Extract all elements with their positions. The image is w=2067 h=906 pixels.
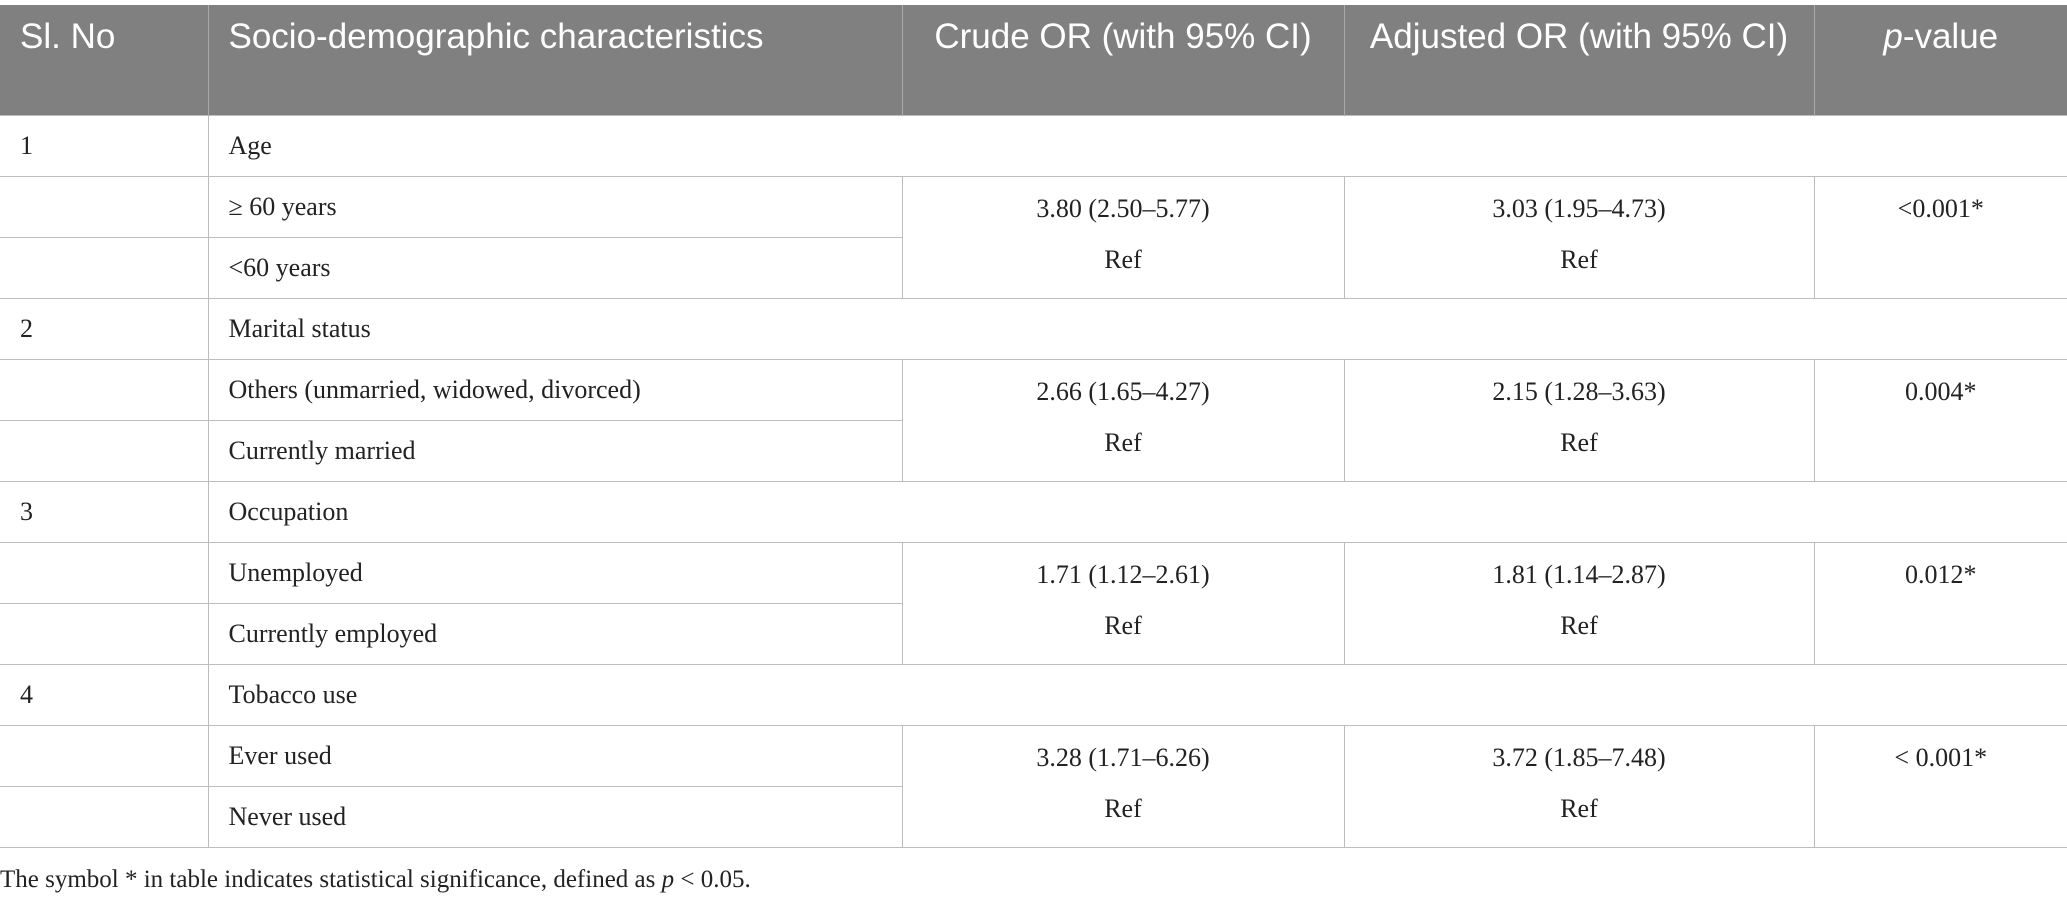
table-row: <60 years — [0, 236, 2067, 299]
header-p-value: p-value — [1813, 5, 2067, 115]
group-row: 4 Tobacco use — [0, 663, 2067, 726]
group-name: Age — [207, 114, 2067, 177]
empty-cell — [0, 541, 209, 604]
row-label: <60 years — [207, 236, 902, 299]
p-value-cell: 0.012* — [1813, 541, 2067, 665]
header-p-rest: -value — [1902, 17, 1999, 56]
adjusted-or-value: 2.15 (1.28–3.63) — [1492, 376, 1666, 406]
group-name: Tobacco use — [207, 663, 2067, 726]
crude-or-cell: 3.28 (1.71–6.26) Ref — [901, 724, 1345, 848]
crude-or-ref: Ref — [1104, 610, 1142, 640]
crude-or-cell: 1.71 (1.12–2.61) Ref — [901, 541, 1345, 665]
table-row: Others (unmarried, widowed, divorced) 2.… — [0, 358, 2067, 482]
crude-or-value: 3.28 (1.71–6.26) — [1036, 742, 1210, 772]
row-label: Others (unmarried, widowed, divorced) — [207, 358, 903, 421]
header-adjusted-or: Adjusted OR (with 95% CI) — [1343, 5, 1814, 115]
crude-or-ref: Ref — [1104, 244, 1142, 274]
crude-or-ref: Ref — [1104, 427, 1142, 457]
header-sl-no: Sl. No — [0, 5, 208, 115]
header-characteristics: Socio-demographic characteristics — [207, 5, 902, 115]
empty-cell — [0, 602, 209, 665]
adjusted-or-cell: 2.15 (1.28–3.63) Ref — [1343, 358, 1815, 482]
header-crude-or: Crude OR (with 95% CI) — [901, 5, 1344, 115]
group-number: 2 — [0, 297, 209, 360]
empty-cell — [0, 724, 209, 787]
row-label: Currently employed — [207, 602, 902, 665]
adjusted-or-value: 3.03 (1.95–4.73) — [1492, 193, 1666, 223]
group-row: 1 Age — [0, 114, 2067, 177]
adjusted-or-cell: 1.81 (1.14–2.87) Ref — [1343, 541, 1815, 665]
group-row: 2 Marital status — [0, 297, 2067, 360]
group-name: Occupation — [207, 480, 2067, 543]
p-value-cell: <0.001* — [1813, 175, 2067, 299]
crude-or-cell: 3.80 (2.50–5.77) Ref — [901, 175, 1345, 299]
crude-or-value: 3.80 (2.50–5.77) — [1036, 193, 1210, 223]
group-number: 4 — [0, 663, 209, 726]
odds-ratio-table: Sl. No Socio-demographic characteristics… — [0, 5, 2067, 848]
table-row: ≥ 60 years 3.80 (2.50–5.77) Ref 3.03 (1.9… — [0, 175, 2067, 299]
empty-cell — [0, 175, 209, 238]
adjusted-or-value: 3.72 (1.85–7.48) — [1492, 742, 1666, 772]
adjusted-or-ref: Ref — [1560, 793, 1598, 823]
group-number: 1 — [0, 114, 209, 177]
crude-or-ref: Ref — [1104, 793, 1142, 823]
table-row: Never used — [0, 785, 2067, 848]
group-number: 3 — [0, 480, 209, 543]
table-header-row: Sl. No Socio-demographic characteristics… — [0, 5, 2067, 115]
row-label: Ever used — [207, 724, 903, 787]
header-p-italic: p — [1883, 17, 1903, 56]
row-label: Unemployed — [207, 541, 903, 604]
table-row: Unemployed 1.71 (1.12–2.61) Ref 1.81 (1.1… — [0, 541, 2067, 665]
adjusted-or-ref: Ref — [1560, 427, 1598, 457]
table-footnote: The symbol * in table indicates statisti… — [0, 866, 751, 894]
adjusted-or-ref: Ref — [1560, 610, 1598, 640]
empty-cell — [0, 419, 209, 482]
p-value-cell: 0.004* — [1813, 358, 2067, 482]
row-label: Currently married — [207, 419, 902, 482]
footnote-text-after: < 0.05. — [674, 866, 751, 893]
crude-or-cell: 2.66 (1.65–4.27) Ref — [901, 358, 1345, 482]
group-row: 3 Occupation — [0, 480, 2067, 543]
table-row: Ever used 3.28 (1.71–6.26) Ref 3.72 (1.85… — [0, 724, 2067, 848]
adjusted-or-cell: 3.72 (1.85–7.48) Ref — [1343, 724, 1815, 848]
empty-cell — [0, 785, 209, 848]
footnote-text-before: The symbol * in table indicates statisti… — [0, 866, 662, 893]
crude-or-value: 2.66 (1.65–4.27) — [1036, 376, 1210, 406]
p-value-cell: < 0.001* — [1813, 724, 2067, 848]
adjusted-or-cell: 3.03 (1.95–4.73) Ref — [1343, 175, 1815, 299]
adjusted-or-ref: Ref — [1560, 244, 1598, 274]
results-table-container: Sl. No Socio-demographic characteristics… — [0, 5, 2067, 848]
crude-or-value: 1.71 (1.12–2.61) — [1036, 559, 1210, 589]
empty-cell — [0, 358, 209, 421]
row-label: Never used — [207, 785, 902, 848]
group-name: Marital status — [207, 297, 2067, 360]
adjusted-or-value: 1.81 (1.14–2.87) — [1492, 559, 1666, 589]
footnote-p-italic: p — [661, 866, 675, 893]
table-row: Currently married — [0, 419, 2067, 482]
row-label: ≥ 60 years — [207, 175, 903, 238]
empty-cell — [0, 236, 209, 299]
